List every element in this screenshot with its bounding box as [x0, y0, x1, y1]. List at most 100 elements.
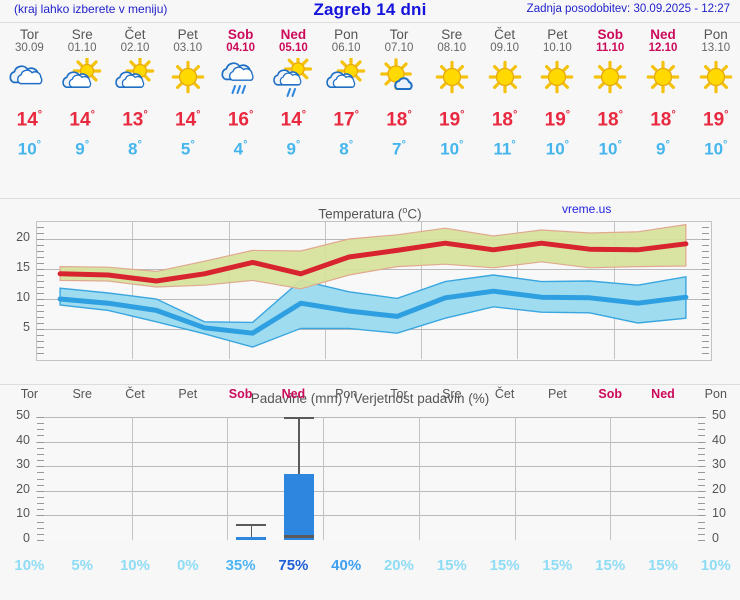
day-date: 11.10: [596, 42, 625, 54]
day-column[interactable]: Sre 08.10 19° 10°: [425, 23, 478, 162]
precip-tick: [37, 509, 44, 511]
day-column[interactable]: Pon 13.10 19° 10°: [689, 23, 740, 162]
day-name: Pet: [177, 27, 198, 42]
temp-tick: [702, 305, 709, 306]
day-min-temp: 10°: [704, 139, 728, 159]
temp-tick: [37, 329, 44, 330]
precip-hgrid: [36, 417, 706, 418]
precip-tick: [37, 453, 44, 455]
day-name: Pon: [334, 27, 359, 42]
temp-tick: [37, 287, 44, 288]
precip-tick: [37, 435, 44, 437]
day-column[interactable]: Sob 11.10 18° 10°: [584, 23, 637, 162]
daily-forecast-strip: Tor 30.09 14° 10° Sre 01.10 14° 9° Čet 02.10 13° 8°…: [0, 23, 740, 198]
precip-whisker: [250, 524, 253, 540]
partly-sunny-icon: [320, 58, 373, 100]
day-column[interactable]: Pet 03.10 14° 5°: [161, 23, 214, 162]
precip-probability: 15%: [647, 557, 678, 574]
temperature-chart: Temperatura (oC) 5 10 15 20 vreme.us: [0, 199, 740, 384]
precip-probability: 10%: [14, 557, 45, 574]
day-name: Pet: [547, 27, 568, 42]
temp-axis-label: 20: [16, 230, 30, 244]
precip-probability: 10%: [119, 557, 150, 574]
precip-bar[interactable]: [236, 537, 267, 540]
precip-hgrid: [36, 441, 706, 443]
temp-title-tail: C): [407, 206, 422, 222]
temp-tick: [37, 341, 44, 342]
day-column[interactable]: Tor 07.10 18° 7°: [373, 23, 426, 162]
precip-tick: [698, 503, 705, 505]
day-max-temp: 16°: [227, 109, 254, 131]
day-column[interactable]: Čet 02.10 13° 8°: [109, 23, 162, 162]
precip-tick: [37, 540, 44, 541]
day-column[interactable]: Sob 04.10 16° 4°: [214, 23, 267, 162]
precip-tick: [37, 521, 44, 523]
day-min-temp: 9°: [75, 139, 90, 159]
day-max-temp: 13°: [122, 109, 148, 131]
day-column[interactable]: Pet 10.10 19° 10°: [531, 23, 584, 162]
day-column[interactable]: Tor 30.09 14° 10°: [3, 23, 56, 162]
precip-tick: [698, 472, 705, 474]
precip-vgrid: [610, 417, 612, 540]
day-max-temp: 14°: [69, 109, 95, 131]
sunny-icon: [689, 58, 740, 100]
precip-tick: [37, 503, 44, 505]
precip-day-label: Sre: [72, 387, 92, 401]
day-max-temp: 18°: [491, 109, 518, 131]
precip-probability: 35%: [225, 557, 256, 574]
day-column[interactable]: Sre 01.10 14° 9°: [56, 23, 109, 162]
day-column[interactable]: Čet 09.10 18° 11°: [478, 23, 531, 162]
precip-tick: [37, 484, 44, 486]
precip-vgrid: [514, 417, 516, 540]
temp-divider: [0, 384, 740, 385]
day-column[interactable]: Ned 12.10 18° 9°: [637, 23, 690, 162]
day-min-temp: 4°: [233, 139, 248, 159]
day-date: 08.10: [437, 42, 467, 54]
precip-axis-label-left: 40: [16, 432, 30, 447]
precip-tick: [37, 417, 44, 418]
rain-icon: [214, 58, 267, 100]
precip-tick: [37, 496, 44, 498]
day-name: Čet: [494, 27, 516, 42]
precip-tick: [37, 429, 44, 431]
day-min-temp: 11°: [493, 139, 516, 159]
temp-tick: [37, 347, 44, 348]
sunny-icon: [478, 58, 531, 100]
day-column[interactable]: Pon 06.10 17° 8°: [320, 23, 373, 162]
precip-hgrid: [36, 515, 706, 517]
precip-hgrid: [36, 466, 706, 468]
day-column[interactable]: Ned 05.10 14° 9°: [267, 23, 320, 162]
precip-tick: [698, 417, 705, 418]
precip-bar[interactable]: [284, 473, 315, 540]
temp-tick: [702, 239, 709, 240]
temp-vgrid: [228, 221, 230, 359]
temp-tick: [702, 227, 709, 228]
precip-tick: [698, 540, 705, 541]
day-name: Sob: [227, 27, 254, 42]
precip-axis-label-left: 20: [16, 481, 30, 496]
day-name: Sre: [441, 27, 463, 42]
precip-tick: [698, 453, 705, 455]
day-name: Tor: [389, 27, 409, 42]
sunny-icon: [637, 58, 690, 100]
day-max-temp: 14°: [280, 109, 307, 131]
precipitation-chart-title: Padavine (mm) / Verjetnost padavin (%): [250, 391, 490, 406]
day-date: 04.10: [226, 42, 255, 54]
sunny-icon: [161, 58, 214, 100]
day-name: Čet: [124, 27, 146, 42]
precip-day-label: Pet: [548, 387, 567, 401]
precip-axis-label-right: 30: [712, 457, 726, 472]
day-min-temp: 8°: [128, 139, 142, 159]
temp-tick: [37, 239, 44, 240]
precip-axis-label-left: 0: [23, 531, 30, 545]
precip-tick: [698, 435, 705, 437]
precip-day-label: Ned: [281, 387, 306, 401]
precip-day-label: Tor: [20, 387, 39, 401]
precip-day-label: Tor: [390, 387, 408, 401]
temp-tick: [702, 257, 709, 258]
temp-tick: [37, 293, 44, 294]
strip-divider: [0, 198, 740, 199]
day-name: Ned: [650, 27, 676, 42]
precip-box-low: [284, 535, 315, 538]
temp-tick: [37, 275, 44, 276]
